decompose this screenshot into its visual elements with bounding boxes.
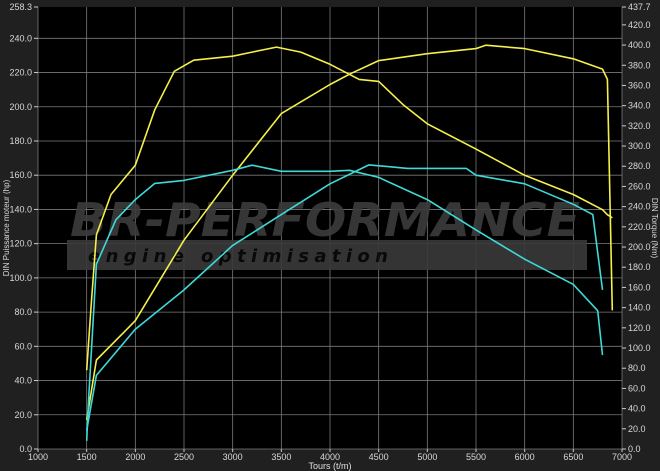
y2-tick-label: 160.0 [628, 282, 651, 292]
x-tick-label: 3000 [223, 452, 243, 462]
y2-tick-label: 100.0 [628, 343, 651, 353]
y2-tick-label: 180.0 [628, 262, 651, 272]
x-tick-label: 6000 [515, 452, 535, 462]
y-tick-label: 200.0 [9, 102, 32, 112]
y2-tick-label: 260.0 [628, 181, 651, 191]
y2-tick-label: 380.0 [628, 60, 651, 70]
series-line-2 [85, 164, 604, 441]
y2-tick-label: 20.0 [628, 424, 646, 434]
x-tick-label: 5000 [417, 452, 437, 462]
x-tick-label: 4500 [369, 452, 389, 462]
x-tick-label: 4000 [320, 452, 340, 462]
y-axis-label: DIN Puissance moteur (hp) [2, 179, 11, 276]
y-tick-label: 160.0 [9, 170, 32, 180]
y2-tick-label: 0.0 [628, 444, 641, 454]
y-tick-label: 220.0 [9, 68, 32, 78]
y2-axis-label: DIN Torque (Nm) [650, 198, 659, 259]
y-tick-label: 40.0 [14, 376, 32, 386]
x-tick-label: 3500 [271, 452, 291, 462]
y2-tick-label: 340.0 [628, 101, 651, 111]
y-tick-label: 20.0 [14, 410, 32, 420]
series-line-3 [85, 164, 604, 431]
x-tick-label: 7000 [612, 452, 632, 462]
y2-tick-label: 320.0 [628, 121, 651, 131]
y-tick-label: 180.0 [9, 136, 32, 146]
x-tick-label: 1500 [77, 452, 97, 462]
y2-tick-label: 40.0 [628, 404, 646, 414]
x-tick-label: 6500 [563, 452, 583, 462]
y2-tick-label: 437.7 [628, 2, 651, 12]
y2-tick-label: 60.0 [628, 383, 646, 393]
y-tick-label: 0.0 [19, 444, 32, 454]
y-tick-label: 240.0 [9, 33, 32, 43]
y-tick-label: 258.3 [9, 2, 32, 12]
axes: 1000 1500 2000 2500 3000 3500 4000 4500 5000 5500… [9, 2, 650, 462]
y2-tick-label: 120.0 [628, 323, 651, 333]
watermark-logo: BR-PERFORMANCE engine optimisation [67, 193, 587, 270]
y-tick-label: 140.0 [9, 204, 32, 214]
y2-tick-label: 280.0 [628, 161, 651, 171]
y2-tick-label: 80.0 [628, 363, 646, 373]
series-line-0 [85, 46, 613, 371]
watermark-brand: BR-PERFORMANCE [70, 193, 580, 247]
y2-tick-label: 220.0 [628, 222, 651, 232]
y-tick-label: 80.0 [14, 307, 32, 317]
series-line-1 [85, 44, 614, 421]
x-axis-label: Tours (t/m) [308, 461, 351, 471]
y2-tick-label: 400.0 [628, 40, 651, 50]
x-tick-label: 1000 [28, 452, 48, 462]
y2-tick-label: 360.0 [628, 80, 651, 90]
y2-tick-label: 300.0 [628, 141, 651, 151]
y2-tick-label: 200.0 [628, 242, 651, 252]
y2-tick-label: 140.0 [628, 303, 651, 313]
y-tick-label: 60.0 [14, 341, 32, 351]
y2-tick-label: 420.0 [628, 20, 651, 30]
y2-tick-label: 240.0 [628, 202, 651, 212]
x-tick-label: 5500 [466, 452, 486, 462]
series-lines [85, 44, 614, 441]
y-tick-label: 100.0 [9, 273, 32, 283]
x-tick-label: 2500 [174, 452, 194, 462]
y-tick-label: 120.0 [9, 239, 32, 249]
x-tick-label: 2000 [125, 452, 145, 462]
